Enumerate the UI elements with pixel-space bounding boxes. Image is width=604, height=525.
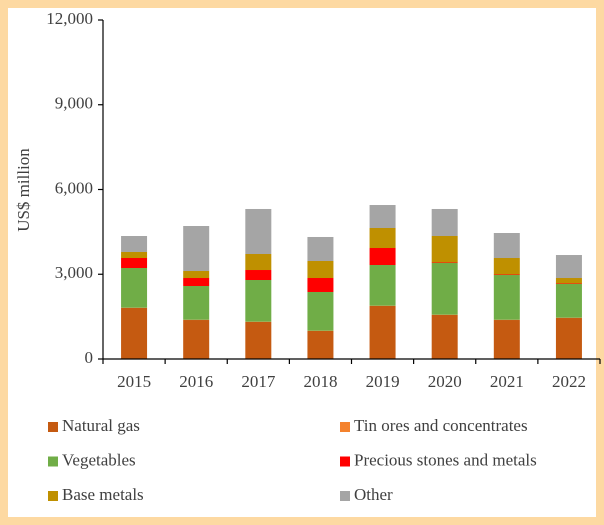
legend-label: Vegetables xyxy=(62,450,136,469)
legend-label: Precious stones and metals xyxy=(354,450,537,469)
y-axis-label: US$ million xyxy=(14,148,33,232)
bar-segment xyxy=(245,280,272,322)
bar-segment xyxy=(245,321,272,359)
bar-segment xyxy=(555,283,582,284)
x-tick-label: 2016 xyxy=(179,372,213,391)
legend-swatch xyxy=(48,491,58,501)
bar-segment xyxy=(431,263,458,315)
bar-segment xyxy=(493,233,520,259)
bar-segment xyxy=(431,208,458,236)
x-tick-label: 2015 xyxy=(117,372,151,391)
legend-swatch xyxy=(340,491,350,501)
bar-segment xyxy=(555,283,582,318)
x-tick-label: 2020 xyxy=(428,372,462,391)
bar-segment xyxy=(555,278,582,284)
bar-segment xyxy=(369,228,396,249)
bar-segment xyxy=(121,268,148,308)
bar-segment xyxy=(307,331,334,359)
bar-segment xyxy=(121,308,148,359)
legend-label: Other xyxy=(354,485,393,504)
legend-swatch xyxy=(340,422,350,432)
bar-segment xyxy=(369,248,396,266)
bar-segment xyxy=(183,225,210,272)
bar-segment xyxy=(307,236,334,262)
bar-segment xyxy=(555,318,582,359)
y-tick-label: 3,000 xyxy=(55,263,93,282)
bar-segment xyxy=(493,274,520,276)
bar-segment xyxy=(431,262,458,264)
y-tick-label: 12,000 xyxy=(46,9,93,28)
y-tick-label: 9,000 xyxy=(55,94,93,113)
bar-segment xyxy=(307,291,334,331)
legend-label: Natural gas xyxy=(62,416,140,435)
bar-segment xyxy=(369,306,396,359)
x-tick-label: 2018 xyxy=(303,372,337,391)
bar-segment xyxy=(493,258,520,275)
bar-segment xyxy=(183,286,210,320)
x-tick-label: 2021 xyxy=(490,372,524,391)
bar-segment xyxy=(307,261,334,279)
legend-label: Base metals xyxy=(62,485,144,504)
bar-segment xyxy=(183,320,210,359)
bar-segment xyxy=(307,278,334,292)
bar-segment xyxy=(369,265,396,306)
x-tick-label: 2017 xyxy=(241,372,276,391)
y-tick-label: 6,000 xyxy=(55,178,93,197)
bar-segment xyxy=(121,235,148,252)
bar-segment xyxy=(245,208,272,254)
bar-segment xyxy=(183,271,210,279)
bar-segment xyxy=(121,258,148,269)
legend-swatch xyxy=(48,422,58,432)
x-tick-label: 2019 xyxy=(366,372,400,391)
bar-segment xyxy=(493,275,520,320)
y-tick-label: 0 xyxy=(85,348,94,367)
bar-segment xyxy=(121,251,148,259)
legend-label: Tin ores and concentrates xyxy=(354,416,528,435)
x-tick-label: 2022 xyxy=(552,372,586,391)
bar-segment xyxy=(431,235,458,263)
bar-segment xyxy=(555,255,582,279)
legend-swatch xyxy=(340,456,350,467)
bar-segment xyxy=(493,320,520,359)
bar-segment xyxy=(183,278,210,287)
bar-segment xyxy=(431,314,458,359)
bar-segment xyxy=(369,205,396,229)
legend-swatch xyxy=(48,456,58,467)
bar-segment xyxy=(245,253,272,271)
bar-segment xyxy=(245,270,272,281)
